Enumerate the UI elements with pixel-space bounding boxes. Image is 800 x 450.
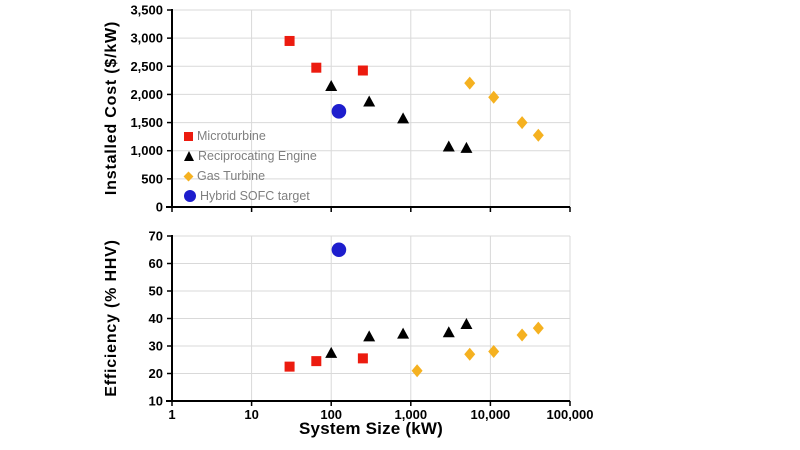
point-gas-turbine (464, 347, 476, 361)
diamond-marker-icon (183, 171, 194, 181)
point-gas-turbine (516, 328, 528, 342)
legend-item-microturbine: Microturbine (184, 126, 317, 146)
y-tick-label: 2,000 (130, 87, 163, 102)
y-tick-label: 0 (156, 200, 163, 215)
y-tick-label: 40 (149, 311, 163, 326)
legend-item-reciprocating-engine: Reciprocating Engine (184, 146, 317, 166)
legend: Microturbine Reciprocating Engine Gas Turb… (183, 126, 317, 206)
y-axis-title-installed-cost: Installed Cost ($/kW) (103, 20, 120, 196)
point-reciprocating-engine (363, 95, 376, 107)
point-gas-turbine (532, 128, 544, 142)
y-tick-label: 10 (149, 394, 163, 409)
point-reciprocating-engine (363, 330, 376, 342)
x-tick-label: 1 (168, 407, 175, 422)
legend-item-hybrid-sofc-target: Hybrid SOFC target (184, 186, 317, 206)
point-microturbine (284, 361, 295, 372)
y-tick-label: 50 (149, 284, 163, 299)
y-tick-label: 30 (149, 339, 163, 354)
square-marker-icon (184, 131, 193, 141)
legend-label: Gas Turbine (197, 169, 266, 183)
point-microturbine (284, 35, 295, 46)
point-gas-turbine (488, 345, 500, 358)
x-tick-label: 10 (244, 407, 258, 422)
point-reciprocating-engine (442, 326, 455, 338)
point-reciprocating-engine (325, 79, 338, 91)
point-gas-turbine (464, 76, 476, 90)
point-gas-turbine (516, 116, 528, 130)
y-tick-label: 60 (149, 256, 163, 271)
x-tick-label: 10,000 (471, 407, 511, 422)
y-tick-label: 20 (149, 366, 163, 381)
point-gas-turbine (411, 364, 423, 378)
x-tick-label: 100 (320, 407, 342, 422)
point-reciprocating-engine (397, 327, 410, 339)
point-reciprocating-engine (397, 112, 410, 124)
point-hybrid-sofc-target (331, 242, 347, 258)
y-tick-label: 3,000 (130, 31, 163, 46)
y-tick-label: 500 (141, 171, 163, 186)
x-tick-label: 100,000 (547, 407, 594, 422)
legend-label: Hybrid SOFC target (200, 189, 310, 203)
x-axis-title: System Size (kW) (299, 419, 443, 438)
x-tick-label: 1,000 (395, 407, 428, 422)
point-reciprocating-engine (460, 318, 473, 329)
y-tick-label: 70 (149, 229, 163, 244)
point-reciprocating-engine (460, 141, 473, 153)
point-microturbine (357, 65, 368, 76)
point-reciprocating-engine (325, 346, 338, 358)
y-tick-label: 1,000 (130, 143, 163, 158)
triangle-marker-icon (184, 151, 194, 161)
point-reciprocating-engine (442, 140, 455, 152)
legend-label: Microturbine (197, 129, 266, 143)
point-microturbine (311, 356, 322, 367)
legend-label: Reciprocating Engine (198, 149, 317, 163)
point-microturbine (357, 353, 368, 364)
point-gas-turbine (488, 90, 500, 104)
y-tick-label: 1,500 (130, 115, 163, 130)
point-microturbine (311, 62, 322, 73)
point-hybrid-sofc-target (331, 104, 347, 119)
y-tick-label: 2,500 (130, 59, 163, 74)
legend-item-gas-turbine: Gas Turbine (183, 166, 317, 186)
circle-marker-icon (184, 190, 196, 202)
y-tick-label: 3,500 (130, 3, 163, 18)
point-gas-turbine (532, 321, 544, 335)
y-axis-title-efficiency: Efficiency (% HHV) (103, 239, 120, 397)
